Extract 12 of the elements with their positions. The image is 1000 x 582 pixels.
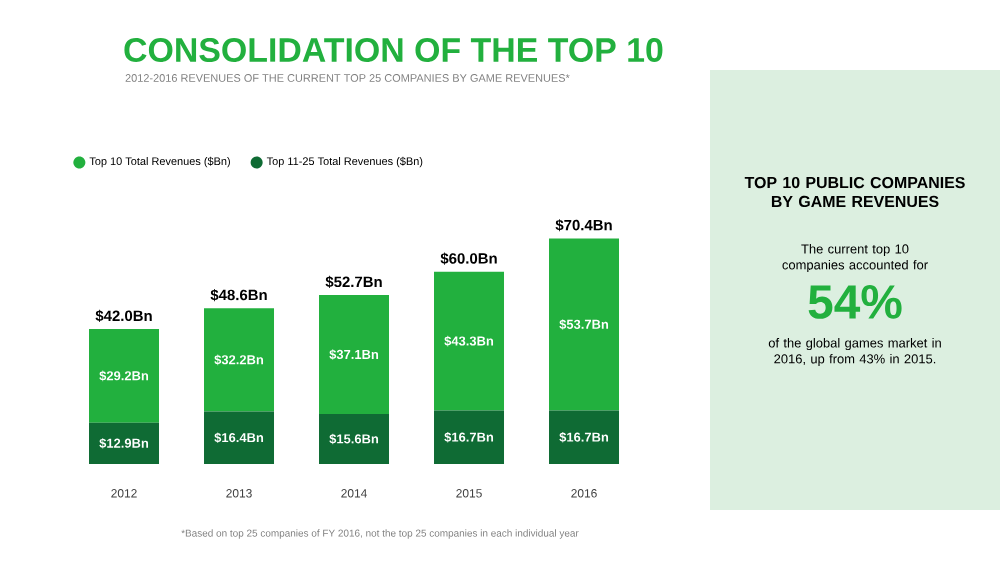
bar bbox=[204, 308, 275, 412]
bar bbox=[434, 410, 505, 464]
bar bbox=[434, 271, 505, 411]
bar bbox=[204, 411, 275, 464]
bar bbox=[89, 329, 160, 423]
chart-title: CONSOLIDATION OF THE TOP 10 bbox=[124, 38, 663, 62]
bar bbox=[319, 295, 390, 415]
text: 54% bbox=[808, 285, 902, 319]
bar bbox=[319, 414, 390, 464]
bar bbox=[549, 410, 620, 464]
bar bbox=[89, 422, 160, 464]
bar bbox=[549, 238, 620, 411]
